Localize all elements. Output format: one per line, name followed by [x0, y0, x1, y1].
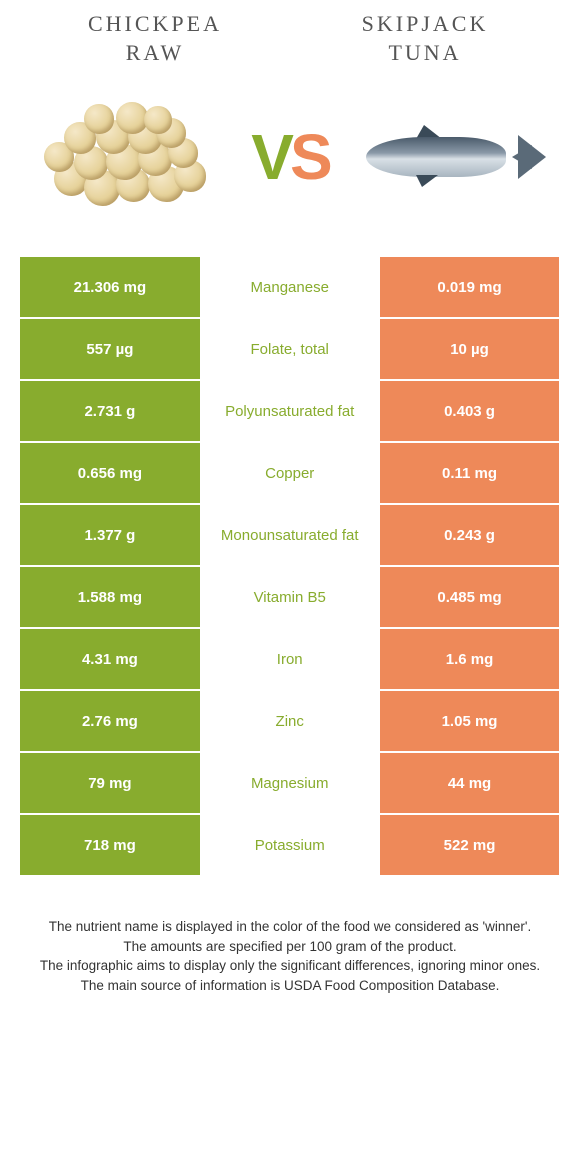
left-value: 2.731 g	[20, 381, 200, 441]
right-value: 0.403 g	[380, 381, 560, 441]
footer-notes: The nutrient name is displayed in the co…	[0, 877, 580, 995]
tuna-image	[356, 97, 556, 217]
vs-v-letter: V	[251, 120, 290, 194]
right-value: 522 mg	[380, 815, 560, 875]
vs-row: VS	[0, 67, 580, 257]
left-value: 4.31 mg	[20, 629, 200, 689]
footer-line1: The nutrient name is displayed in the co…	[20, 917, 560, 937]
left-value: 1.588 mg	[20, 567, 200, 627]
table-row: 1.588 mgVitamin B50.485 mg	[20, 567, 560, 627]
left-value: 1.377 g	[20, 505, 200, 565]
nutrient-label: Polyunsaturated fat	[200, 381, 380, 441]
nutrient-label: Vitamin B5	[200, 567, 380, 627]
header: CHICKPEA RAW SKIPJACK TUNA	[0, 0, 580, 67]
table-row: 557 µgFolate, total10 µg	[20, 319, 560, 379]
nutrient-label: Monounsaturated fat	[200, 505, 380, 565]
footer-line2: The amounts are specified per 100 gram o…	[20, 937, 560, 957]
chickpea-image	[24, 97, 224, 217]
right-value: 10 µg	[380, 319, 560, 379]
nutrient-label: Copper	[200, 443, 380, 503]
table-row: 4.31 mgIron1.6 mg	[20, 629, 560, 689]
table-row: 2.76 mgZinc1.05 mg	[20, 691, 560, 751]
nutrient-label: Magnesium	[200, 753, 380, 813]
nutrient-label: Manganese	[200, 257, 380, 317]
footer-line3: The infographic aims to display only the…	[20, 956, 560, 976]
left-value: 2.76 mg	[20, 691, 200, 751]
table-row: 79 mgMagnesium44 mg	[20, 753, 560, 813]
right-title-line2: TUNA	[388, 40, 461, 65]
right-food-title: SKIPJACK TUNA	[304, 10, 547, 67]
left-value: 21.306 mg	[20, 257, 200, 317]
vs-s-letter: S	[290, 120, 329, 194]
right-value: 1.6 mg	[380, 629, 560, 689]
vs-label: VS	[251, 120, 328, 194]
right-value: 0.11 mg	[380, 443, 560, 503]
right-value: 0.243 g	[380, 505, 560, 565]
nutrient-label: Folate, total	[200, 319, 380, 379]
table-row: 2.731 gPolyunsaturated fat0.403 g	[20, 381, 560, 441]
nutrient-label: Potassium	[200, 815, 380, 875]
right-value: 1.05 mg	[380, 691, 560, 751]
right-value: 44 mg	[380, 753, 560, 813]
table-row: 0.656 mgCopper0.11 mg	[20, 443, 560, 503]
right-value: 0.019 mg	[380, 257, 560, 317]
left-title-line2: RAW	[126, 40, 185, 65]
table-row: 21.306 mgManganese0.019 mg	[20, 257, 560, 317]
table-row: 1.377 gMonounsaturated fat0.243 g	[20, 505, 560, 565]
footer-line4: The main source of information is USDA F…	[20, 976, 560, 996]
right-title-line1: SKIPJACK	[362, 11, 489, 36]
comparison-table: 21.306 mgManganese0.019 mg557 µgFolate, …	[20, 257, 560, 875]
left-value: 79 mg	[20, 753, 200, 813]
table-row: 718 mgPotassium522 mg	[20, 815, 560, 875]
left-value: 557 µg	[20, 319, 200, 379]
nutrient-label: Zinc	[200, 691, 380, 751]
left-food-title: CHICKPEA RAW	[34, 10, 277, 67]
left-value: 718 mg	[20, 815, 200, 875]
right-value: 0.485 mg	[380, 567, 560, 627]
nutrient-label: Iron	[200, 629, 380, 689]
left-value: 0.656 mg	[20, 443, 200, 503]
left-title-line1: CHICKPEA	[88, 11, 222, 36]
